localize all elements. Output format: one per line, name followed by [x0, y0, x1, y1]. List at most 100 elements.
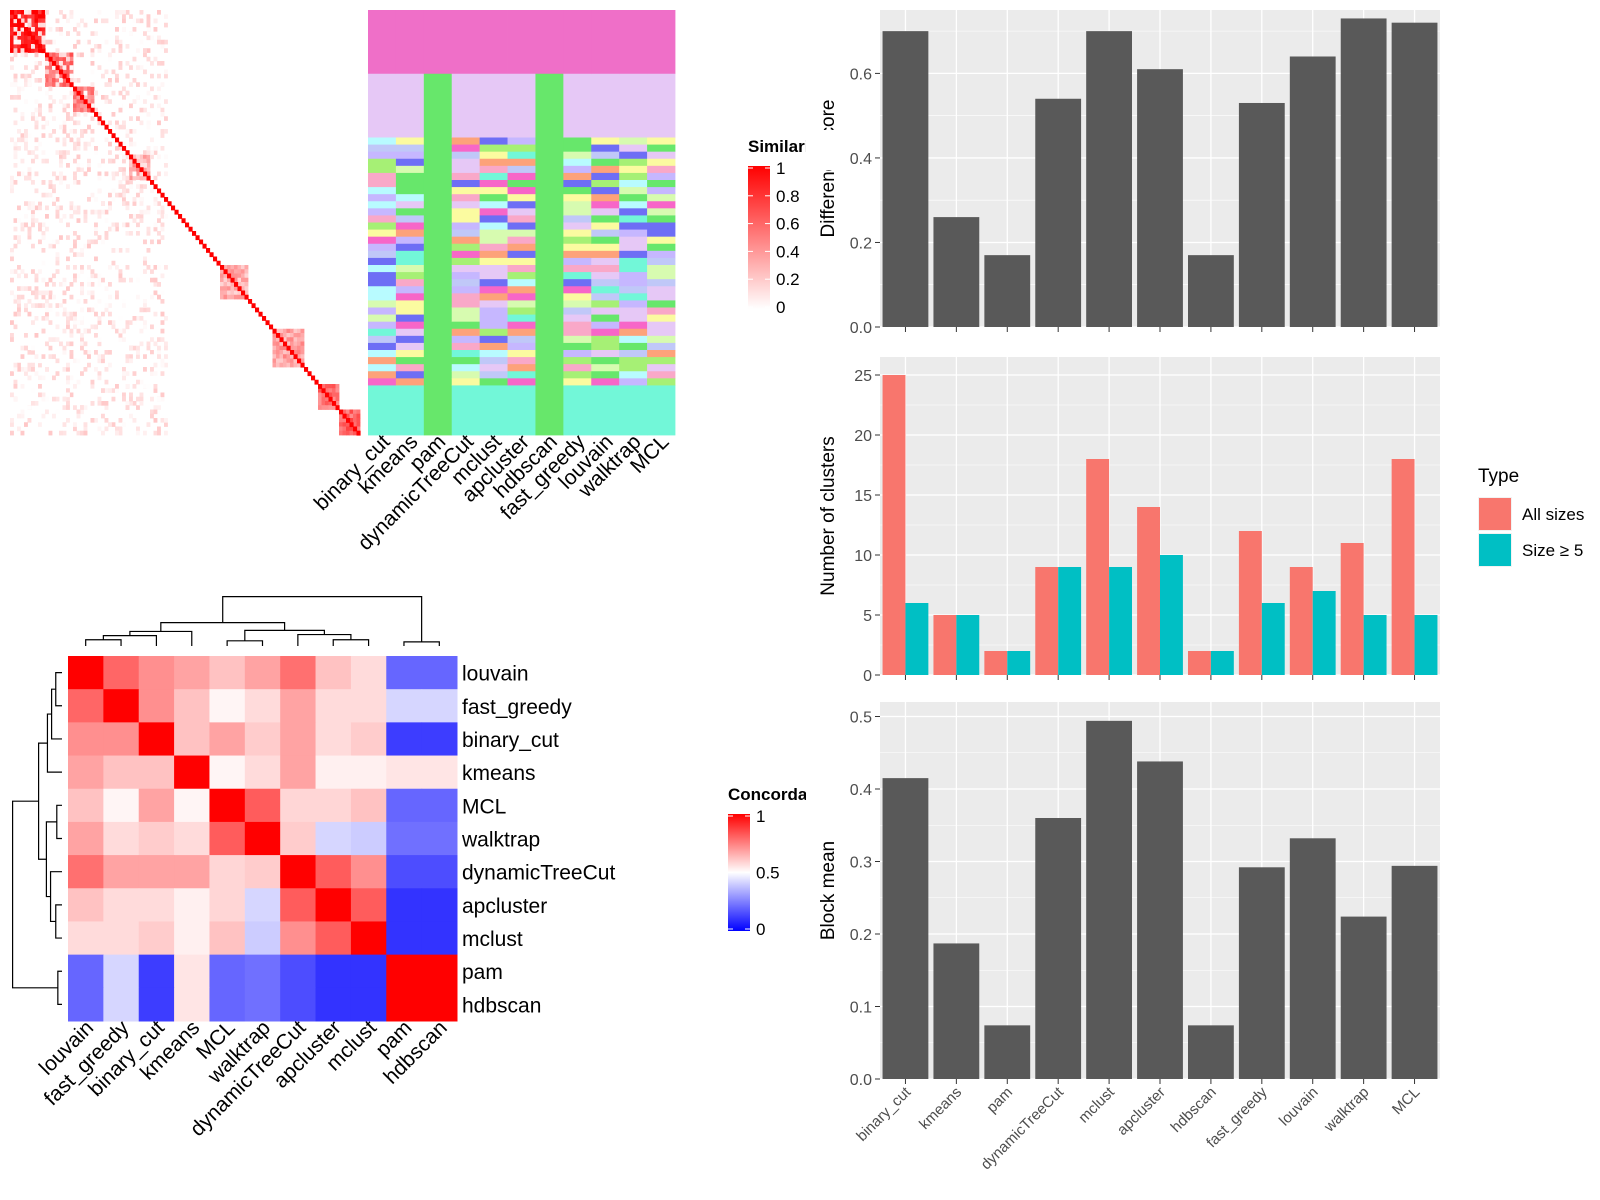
cluster-assignment-cell — [395, 385, 425, 436]
similarity-cell — [234, 269, 238, 274]
similarity-cell — [139, 65, 144, 70]
similarity-cell — [66, 418, 70, 423]
similarity-diagonal-cell — [188, 226, 193, 232]
similarity-cell — [300, 341, 305, 347]
similarity-cell — [27, 27, 32, 32]
similarity-cell — [160, 418, 165, 423]
similarity-cell — [52, 167, 56, 172]
similarity-cell — [146, 35, 151, 41]
similarity-diagonal-cell — [41, 48, 46, 54]
similarity-cell — [31, 116, 35, 121]
similarity-cell — [283, 333, 287, 338]
similarity-cell — [118, 337, 123, 342]
cluster-assignment-cell — [591, 158, 620, 167]
similarity-cell — [48, 27, 53, 32]
similarity-cell — [146, 422, 151, 427]
similarity-cell — [66, 184, 70, 189]
similarity-cell — [146, 56, 151, 62]
cluster-assignment-cell — [507, 172, 536, 181]
similarity-cell — [13, 269, 18, 274]
cluster-assignment-cell — [368, 208, 397, 216]
similarity-cell — [66, 316, 70, 321]
similarity-cell — [13, 39, 18, 45]
similarity-diagonal-cell — [122, 146, 127, 151]
similarity-cell — [80, 371, 84, 376]
cluster-assignment-cell — [451, 357, 481, 365]
similarity-cell — [31, 401, 35, 406]
similarity-cell — [293, 350, 298, 355]
similarity-cell — [76, 205, 81, 211]
similarity-cell — [146, 231, 151, 236]
similarity-cell — [31, 222, 35, 228]
cluster-assignment-cell — [395, 144, 425, 153]
similarity-cell — [52, 337, 56, 342]
similarity-cell — [150, 73, 154, 79]
similarity-cell — [90, 384, 95, 389]
similarity-cell — [241, 294, 245, 300]
cluster-assignment-cell — [563, 307, 592, 315]
similarity-cell — [279, 345, 284, 351]
similarity-cell — [80, 282, 84, 287]
similarity-cell — [59, 10, 63, 15]
similarity-cell — [132, 163, 137, 168]
similarity-cell — [108, 99, 112, 104]
similarity-cell — [83, 171, 88, 177]
similarity-cell — [80, 129, 84, 134]
similarity-cell — [129, 171, 133, 177]
similarity-cell — [164, 316, 168, 321]
similarity-cell — [146, 150, 151, 155]
similarity-diagonal-cell — [269, 324, 274, 330]
similarity-cell — [129, 65, 133, 70]
dendrogram-branch — [57, 970, 62, 1006]
similarity-cell — [52, 129, 56, 134]
similarity-cell — [27, 175, 32, 181]
similarity-cell — [153, 265, 158, 270]
similarity-cell — [146, 226, 151, 232]
legend-key-swatch — [1479, 534, 1511, 566]
similarity-cell — [97, 299, 102, 304]
similarity-cell — [31, 39, 35, 45]
similarity-cell — [76, 209, 81, 215]
similarity-cell — [321, 401, 326, 406]
similarity-cell — [349, 409, 354, 415]
similarity-cell — [143, 384, 147, 389]
concordance-cell — [350, 722, 387, 757]
cluster-assignment-cell — [647, 165, 676, 174]
cluster-assignment-cell — [368, 151, 397, 160]
similarity-cell — [38, 18, 42, 24]
cluster-assignment-cell — [395, 151, 425, 160]
concordance-row-label: dynamicTreeCut — [462, 862, 615, 885]
concordance-cell — [209, 821, 246, 856]
similarity-cell — [146, 205, 151, 211]
similarity-cell — [115, 384, 119, 389]
similarity-cell — [76, 430, 81, 436]
cluster-assignment-cell — [647, 350, 676, 358]
similarity-cell — [55, 56, 60, 62]
similarity-cell — [20, 112, 25, 117]
similarity-cell — [153, 409, 158, 415]
similarity-cell — [59, 99, 63, 104]
concordance-cell — [350, 954, 387, 989]
cluster-assignment-cell — [507, 187, 536, 195]
similarity-cell — [237, 282, 242, 287]
similarity-cell — [132, 78, 137, 83]
similarity-cell — [20, 345, 25, 351]
similarity-cell — [66, 320, 70, 325]
similarity-cell — [146, 120, 151, 126]
similarity-cell — [66, 405, 70, 410]
similarity-cell — [83, 90, 88, 96]
similarity-cell — [13, 362, 18, 368]
similarity-cell — [227, 294, 231, 300]
similarity-cell — [66, 265, 70, 270]
similarity-cell — [62, 290, 67, 296]
similarity-cell — [136, 48, 140, 53]
similarity-cell — [66, 324, 70, 330]
similarity-cell — [31, 367, 35, 372]
similarity-cell — [66, 73, 70, 79]
similarity-cell — [97, 273, 102, 279]
cluster-assignment-cell — [395, 364, 425, 372]
similarity-cell — [164, 422, 168, 427]
similarity-diagonal-cell — [290, 350, 295, 355]
similarity-cell — [94, 367, 98, 372]
similarity-cell — [332, 396, 336, 402]
